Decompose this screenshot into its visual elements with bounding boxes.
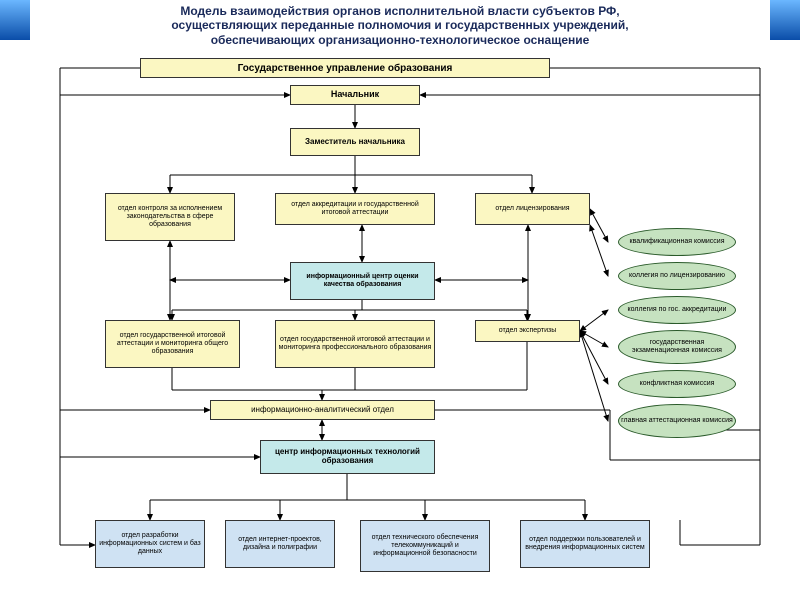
box-bot4: отдел поддержки пользователей и внедрени…: [520, 520, 650, 568]
box-otdel1: отдел контроля за исполнением законодате…: [105, 193, 235, 241]
box-centr-it: центр информационных технологий образова…: [260, 440, 435, 474]
diagram-title: Модель взаимодействия органов исполнител…: [0, 4, 800, 47]
box-nachalnik: Начальник: [290, 85, 420, 105]
box-otdel4: отдел государственной итоговой аттестаци…: [105, 320, 240, 368]
box-gos-upr: Государственное управление образования: [140, 58, 550, 78]
box-otdel2: отдел аккредитации и государственной ито…: [275, 193, 435, 225]
ellipse-e6: главная аттестационная комиссия: [618, 404, 736, 438]
box-info-centr: информационный центр оценки качества обр…: [290, 262, 435, 300]
box-bot1: отдел разработки информационных систем и…: [95, 520, 205, 568]
box-bot2: отдел интернет-проектов, дизайна и полиг…: [225, 520, 335, 568]
ellipse-e5: конфликтная комиссия: [618, 370, 736, 398]
box-otdel3: отдел лицензирования: [475, 193, 590, 225]
ellipse-e2: коллегия по лицензированию: [618, 262, 736, 290]
ellipse-e3: коллегия по гос. аккредитации: [618, 296, 736, 324]
box-otdel6: отдел экспертизы: [475, 320, 580, 342]
box-otdel5: отдел государственной итоговой аттестаци…: [275, 320, 435, 368]
box-bot3: отдел технического обеспечения телекомму…: [360, 520, 490, 572]
ellipse-e1: квалификационная комиссия: [618, 228, 736, 256]
ellipse-e4: государственная экзаменационная комиссия: [618, 330, 736, 364]
box-zam: Заместитель начальника: [290, 128, 420, 156]
box-info-analit: информационно-аналитический отдел: [210, 400, 435, 420]
